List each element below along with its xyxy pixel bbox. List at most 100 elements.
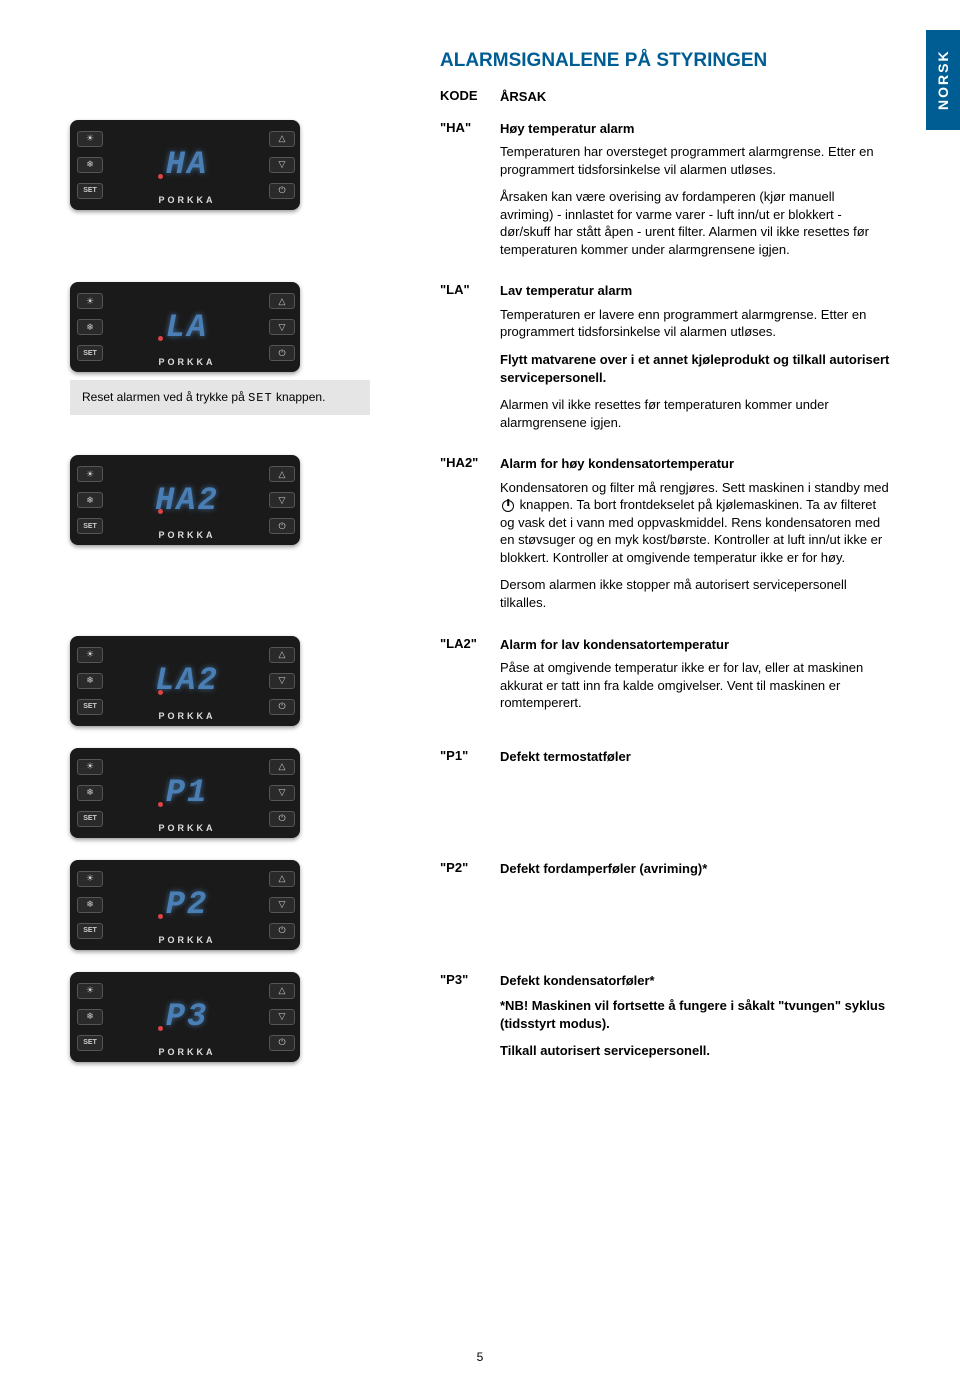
light-icon: ☀ — [77, 131, 103, 147]
controller-p1: ☀ ❄ SET P1 PORKKA △ ▽ ⏻ — [70, 748, 300, 838]
set-button: SET — [77, 811, 103, 827]
light-icon: ☀ — [77, 466, 103, 482]
up-icon: △ — [269, 983, 295, 999]
up-icon: △ — [269, 871, 295, 887]
alarm-code: "LA2" — [440, 636, 500, 651]
power-icon: ⏻ — [269, 923, 295, 939]
alarm-text: Årsaken kan være overising av fordampere… — [500, 188, 890, 258]
text-span: knappen. Ta bort frontdekselet på kjølem… — [500, 497, 882, 565]
reset-text-pre: Reset alarmen ved å trykke på — [82, 390, 248, 404]
alarm-title: Alarm for lav kondensatortemperatur — [500, 636, 890, 654]
alarm-code: "LA" — [440, 282, 500, 297]
alarm-title: Alarm for høy kondensatortemperatur — [500, 455, 890, 473]
set-button: SET — [77, 183, 103, 199]
defrost-icon: ❄ — [77, 785, 103, 801]
alarm-text: Temperaturen er lavere enn programmert a… — [500, 306, 890, 341]
power-icon: ⏻ — [269, 345, 295, 361]
set-button: SET — [77, 923, 103, 939]
alarm-text: Påse at omgivende temperatur ikke er for… — [500, 659, 890, 712]
alarm-text: Temperaturen har oversteget programmert … — [500, 143, 890, 178]
power-icon: ⏻ — [269, 699, 295, 715]
text-span: Kondensatoren og filter må rengjøres. Se… — [500, 480, 889, 495]
page-title: ALARMSIGNALENE PÅ STYRINGEN — [440, 50, 890, 72]
up-icon: △ — [269, 293, 295, 309]
defrost-icon: ❄ — [77, 1009, 103, 1025]
set-button: SET — [77, 1035, 103, 1051]
light-icon: ☀ — [77, 871, 103, 887]
light-icon: ☀ — [77, 293, 103, 309]
alarm-title: Defekt fordamperføler (avriming)* — [500, 860, 890, 878]
header-cause: ÅRSAK — [500, 88, 890, 106]
down-icon: ▽ — [269, 157, 295, 173]
power-icon: ⏻ — [269, 183, 295, 199]
down-icon: ▽ — [269, 673, 295, 689]
light-icon: ☀ — [77, 647, 103, 663]
controller-p3: ☀ ❄ SET P3 PORKKA △ ▽ ⏻ — [70, 972, 300, 1062]
controller-la: ☀ ❄ SET LA PORKKA △ ▽ ⏻ — [70, 282, 300, 372]
brand-label: PORKKA — [158, 935, 215, 945]
up-icon: △ — [269, 759, 295, 775]
controller-la2: ☀ ❄ SET LA2 PORKKA △ ▽ ⏻ — [70, 636, 300, 726]
up-icon: △ — [269, 466, 295, 482]
power-icon: ⏻ — [269, 811, 295, 827]
brand-label: PORKKA — [158, 823, 215, 833]
alarm-text: Kondensatoren og filter må rengjøres. Se… — [500, 479, 890, 567]
alarm-code: "P3" — [440, 972, 500, 987]
alarm-note: *NB! Maskinen vil fortsette å fungere i … — [500, 997, 890, 1032]
alarm-title: Defekt kondensatorføler* — [500, 972, 890, 990]
power-icon: ⏻ — [269, 1035, 295, 1051]
power-icon: ⏻ — [269, 518, 295, 534]
alarm-code: "P2" — [440, 860, 500, 875]
alarm-code: "P1" — [440, 748, 500, 763]
defrost-icon: ❄ — [77, 157, 103, 173]
set-button: SET — [77, 699, 103, 715]
defrost-icon: ❄ — [77, 897, 103, 913]
page-number: 5 — [477, 1350, 484, 1364]
down-icon: ▽ — [269, 492, 295, 508]
header-code: KODE — [440, 88, 500, 103]
down-icon: ▽ — [269, 319, 295, 335]
power-inline-icon — [502, 500, 514, 512]
alarm-title: Lav temperatur alarm — [500, 282, 890, 300]
led-indicator — [158, 802, 163, 807]
controller-ha2: ☀ ❄ SET HA2 PORKKA △ ▽ ⏻ — [70, 455, 300, 545]
set-button: SET — [77, 345, 103, 361]
display-text: P1 — [166, 774, 208, 811]
led-indicator — [158, 336, 163, 341]
display-text: LA — [166, 309, 208, 346]
reset-text-post: knappen. — [273, 390, 326, 404]
led-indicator — [158, 914, 163, 919]
up-icon: △ — [269, 647, 295, 663]
display-text: P2 — [166, 886, 208, 923]
brand-label: PORKKA — [158, 1047, 215, 1057]
up-icon: △ — [269, 131, 295, 147]
down-icon: ▽ — [269, 897, 295, 913]
defrost-icon: ❄ — [77, 673, 103, 689]
alarm-title: Defekt termostatføler — [500, 748, 890, 766]
controller-p2: ☀ ❄ SET P2 PORKKA △ ▽ ⏻ — [70, 860, 300, 950]
reset-note-box: Reset alarmen ved å trykke på SET knappe… — [70, 380, 370, 415]
page-content: ALARMSIGNALENE PÅ STYRINGEN KODE ÅRSAK ☀… — [0, 0, 960, 1124]
brand-label: PORKKA — [158, 711, 215, 721]
light-icon: ☀ — [77, 759, 103, 775]
alarm-text: Alarmen vil ikke resettes før temperatur… — [500, 396, 890, 431]
display-text: HA — [166, 146, 208, 183]
display-text: HA2 — [155, 482, 219, 519]
down-icon: ▽ — [269, 1009, 295, 1025]
led-indicator — [158, 690, 163, 695]
display-text: LA2 — [155, 662, 219, 699]
alarm-text-bold: Flytt matvarene over i et annet kjølepro… — [500, 351, 890, 386]
defrost-icon: ❄ — [77, 492, 103, 508]
led-indicator — [158, 1026, 163, 1031]
set-button: SET — [77, 518, 103, 534]
light-icon: ☀ — [77, 983, 103, 999]
down-icon: ▽ — [269, 785, 295, 801]
alarm-text: Dersom alarmen ikke stopper må autoriser… — [500, 576, 890, 611]
alarm-title: Høy temperatur alarm — [500, 120, 890, 138]
led-indicator — [158, 174, 163, 179]
brand-label: PORKKA — [158, 357, 215, 367]
display-text: P3 — [166, 998, 208, 1035]
controller-ha: ☀ ❄ SET HA PORKKA △ ▽ ⏻ — [70, 120, 300, 210]
alarm-code: "HA2" — [440, 455, 500, 470]
alarm-code: "HA" — [440, 120, 500, 135]
